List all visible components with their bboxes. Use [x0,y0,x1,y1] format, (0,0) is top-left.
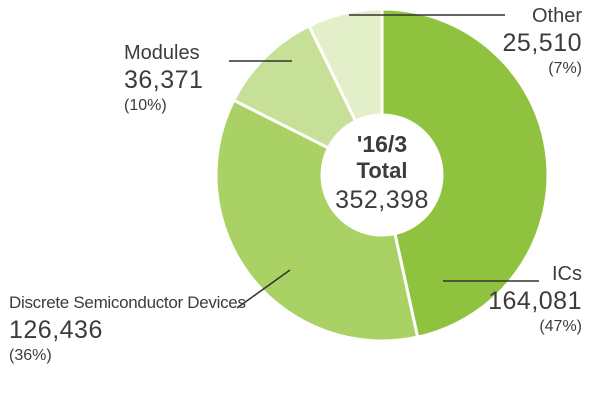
slice-value: 164,081 [488,287,582,315]
slice-percent: (47%) [539,318,582,335]
slice-name: ICs [552,263,582,285]
center-total: 352,398 [335,186,429,214]
slice-value: 25,510 [502,29,582,57]
slice-percent: (10%) [124,97,167,114]
donut-center-text: '16/3 Total 352,398 [322,130,442,216]
center-period: '16/3 [356,131,408,157]
donut-slices [214,7,550,343]
slice-label-ics: ICs 164,081 (47%) [488,262,582,338]
donut-hole [322,115,442,235]
slice-percent: (7%) [548,60,582,77]
slice-name: Modules [124,42,200,64]
slice-value: 126,436 [9,316,103,344]
slice-value: 36,371 [124,66,204,94]
slice-label-other: Other 25,510 (7%) [503,4,582,80]
center-label: Total [356,158,408,183]
slice-percent: (36%) [9,347,52,364]
slice-label-discrete: Discrete Semiconductor Devices 126,436 (… [9,291,246,367]
slice-name: Discrete Semiconductor Devices [9,293,246,312]
slice-label-modules: Modules 36,371 (10%) [124,41,203,117]
leader-line-discrete [236,269,291,309]
slice-name: Other [531,5,582,27]
